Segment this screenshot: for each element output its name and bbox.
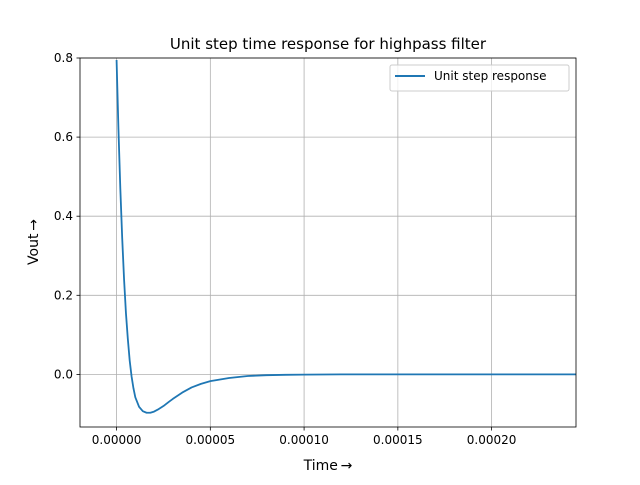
ticks: 0.00000 0.00005 0.00010 0.00015 0.00020 0.0 0.…: [54, 51, 517, 447]
x-tick-label: 0.00015: [373, 433, 423, 447]
legend-box: [389, 64, 570, 92]
legend-label: Unit step response: [434, 69, 547, 83]
x-tick-label: 0.00010: [279, 433, 329, 447]
series-layer: [115, 59, 576, 414]
x-axis-label: Time →: [303, 458, 353, 474]
x-tick-label: 0.00005: [186, 433, 236, 447]
y-tick-label: 0.2: [54, 288, 73, 302]
y-tick-label: 0.8: [54, 51, 73, 65]
x-tick-label: 0.00020: [467, 433, 517, 447]
chart-title: Unit step time response for highpass fil…: [170, 35, 487, 53]
x-tick-label: 0.00000: [92, 433, 142, 447]
y-tick-label: 0.4: [54, 209, 73, 223]
plot-frame: [79, 57, 577, 428]
series-line-unit-step-response: [115, 59, 576, 414]
legend: Unit step response: [389, 64, 570, 92]
y-tick-label: 0.0: [54, 367, 73, 381]
y-tick-label: 0.6: [54, 130, 73, 144]
y-axis-label: Vout →: [26, 219, 42, 265]
